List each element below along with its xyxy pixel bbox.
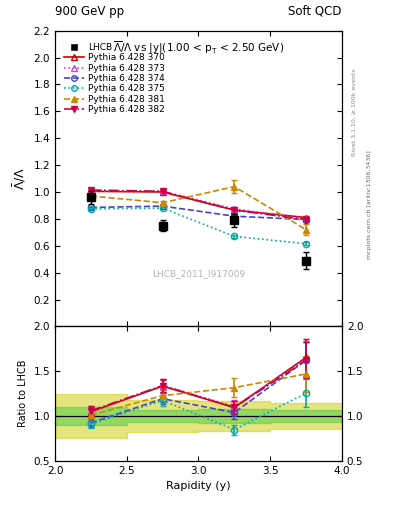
Text: Rivet 3.1.10, ≥ 100k events: Rivet 3.1.10, ≥ 100k events [352, 69, 357, 157]
Y-axis label: $\bar{\Lambda}/\Lambda$: $\bar{\Lambda}/\Lambda$ [11, 167, 28, 190]
Text: mcplots.cern.ch [arXiv:1306.3436]: mcplots.cern.ch [arXiv:1306.3436] [367, 151, 373, 259]
Text: Soft QCD: Soft QCD [288, 5, 342, 18]
Text: 900 GeV pp: 900 GeV pp [55, 5, 124, 18]
Text: LHCB_2011_I917009: LHCB_2011_I917009 [152, 269, 245, 278]
Y-axis label: Ratio to LHCB: Ratio to LHCB [18, 360, 28, 428]
Text: $\overline{\Lambda}/\Lambda$ vs |y|(1.00 < p$_{\mathrm{T}}$ < 2.50 GeV): $\overline{\Lambda}/\Lambda$ vs |y|(1.00… [113, 39, 284, 56]
Legend: LHCB, Pythia 6.428 370, Pythia 6.428 373, Pythia 6.428 374, Pythia 6.428 375, Py: LHCB, Pythia 6.428 370, Pythia 6.428 373… [62, 41, 166, 116]
X-axis label: Rapidity (y): Rapidity (y) [166, 481, 231, 491]
